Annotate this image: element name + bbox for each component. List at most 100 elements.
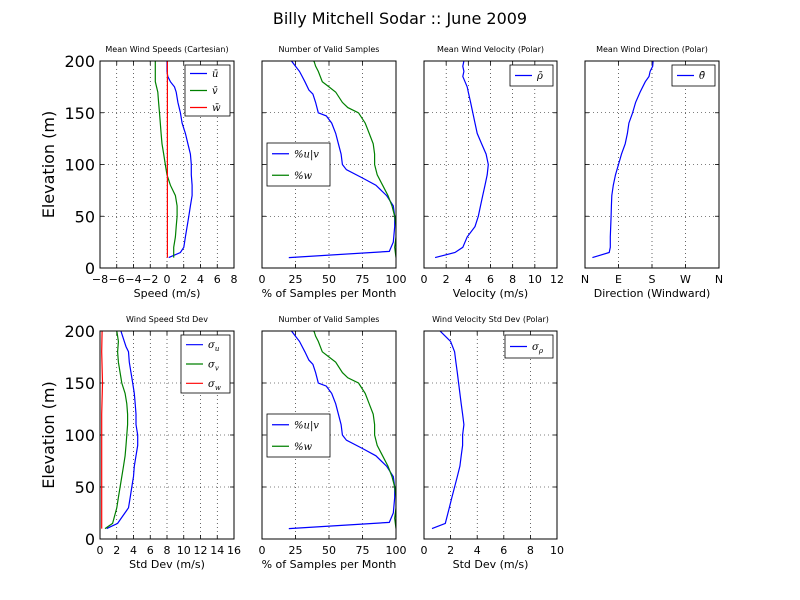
x-tick-label: 8: [164, 544, 171, 557]
x-tick-label: N: [715, 273, 723, 286]
legend-label: ū: [212, 69, 218, 80]
series-line: [106, 331, 139, 530]
axes-frame: [584, 60, 720, 269]
x-tick-label: 4: [130, 544, 137, 557]
subplot-title: Mean Wind Speeds (Cartesian): [105, 45, 228, 54]
legend: %u|v %w: [266, 413, 331, 458]
subplot-p3: 0 2 4 6 8 10 12 Mean Wind Velocity (Polar) Veloc…: [421, 45, 565, 300]
subplot-p7: 0 2 4 6 8 10 Wind Velocity Std Dev (Polar) Std …: [421, 315, 565, 571]
y-tick-label: 200: [64, 322, 95, 341]
x-tick-label: 50: [322, 544, 336, 557]
x-axis-label: Speed (m/s): [134, 287, 201, 300]
x-tick-label: 2: [443, 273, 450, 286]
x-tick-label: 14: [210, 544, 224, 557]
y-tick-label: 50: [75, 207, 95, 226]
y-tick-label: 0: [85, 259, 95, 278]
series-line: [431, 331, 465, 530]
x-tick-label: S: [649, 273, 656, 286]
figure-title: Billy Mitchell Sodar :: June 2009: [273, 9, 527, 28]
x-tick-label: −6: [109, 273, 125, 286]
axes-frame: [423, 330, 558, 540]
legend-label: ρ̄: [536, 71, 543, 82]
x-tick-label: 6: [500, 544, 507, 557]
x-tick-label: −4: [125, 273, 141, 286]
x-tick-label: 100: [386, 544, 407, 557]
x-tick-label: 12: [194, 544, 208, 557]
x-tick-label: 10: [177, 544, 191, 557]
x-tick-label: 4: [474, 544, 481, 557]
legend-box: [266, 413, 331, 458]
x-axis-label: Direction (Windward): [594, 287, 710, 300]
x-tick-label: 2: [180, 273, 187, 286]
x-tick-label: 10: [550, 544, 564, 557]
legend: ū v̄ w̄: [184, 64, 231, 117]
legend-label: θ̄: [699, 71, 705, 82]
axes-frame: [261, 330, 397, 540]
x-tick-label: 50: [322, 273, 336, 286]
series-line: [104, 331, 129, 530]
y-axis-label: Elevation (m): [39, 111, 58, 218]
legend-box: [504, 334, 554, 359]
x-tick-label: 0: [259, 273, 266, 286]
x-axis-label: % of Samples per Month: [262, 558, 397, 571]
series-line: [101, 331, 104, 529]
x-axis-label: Velocity (m/s): [453, 287, 528, 300]
x-tick-label: 75: [356, 544, 370, 557]
series-line: [592, 61, 654, 259]
x-tick-label: 12: [550, 273, 564, 286]
x-tick-label: 0: [421, 544, 428, 557]
subplot-p4: N E S W N Mean Wind Direction (Polar) Directio…: [581, 45, 723, 300]
x-tick-label: 0: [164, 273, 171, 286]
subplot-title: Wind Speed Std Dev: [126, 315, 208, 324]
series-line: [312, 61, 396, 258]
subplot-title: Number of Valid Samples: [279, 315, 380, 324]
x-tick-label: 75: [356, 273, 370, 286]
x-tick-label: 16: [227, 544, 241, 557]
axes-frame: [99, 330, 235, 540]
legend-label: %u|v: [294, 149, 319, 160]
subplot-title: Mean Wind Velocity (Polar): [437, 45, 544, 54]
axes-frame: [423, 60, 558, 269]
x-tick-label: 0: [259, 544, 266, 557]
subplot-title: Wind Velocity Std Dev (Polar): [432, 315, 549, 324]
x-tick-label: 8: [527, 544, 534, 557]
subplot-p2: 0 25 50 75 100 Number of Valid Samples % of Sa…: [259, 45, 407, 300]
axes-frame: [99, 60, 235, 269]
legend-box: [266, 142, 331, 187]
series-line: [434, 61, 489, 259]
series-line: [154, 61, 178, 258]
x-tick-label: 0: [421, 273, 428, 286]
legend-label: %w: [294, 171, 313, 182]
legend-label: σu: [208, 340, 220, 353]
series-line: [166, 61, 193, 259]
legend-label: σρ: [532, 342, 544, 355]
y-tick-label: 200: [64, 52, 95, 71]
legend-label: w̄: [212, 103, 221, 114]
x-tick-label: 0: [97, 544, 104, 557]
x-tick-label: 10: [528, 273, 542, 286]
x-tick-label: 6: [214, 273, 221, 286]
x-tick-label: −8: [92, 273, 108, 286]
y-tick-label: 100: [64, 156, 95, 175]
legend: ρ̄: [509, 64, 554, 87]
axes-frame: [261, 60, 397, 269]
x-tick-label: 8: [509, 273, 516, 286]
x-tick-label: E: [615, 273, 622, 286]
y-tick-label: 50: [75, 478, 95, 497]
x-tick-label: 2: [113, 544, 120, 557]
x-axis-label: Std Dev (m/s): [453, 558, 529, 571]
legend: σρ: [504, 334, 554, 359]
y-tick-label: 150: [64, 104, 95, 123]
legend: θ̄: [671, 64, 716, 87]
x-tick-label: 2: [447, 544, 454, 557]
x-tick-label: 25: [289, 544, 303, 557]
legend-label: v̄: [212, 86, 218, 97]
series-line: [312, 331, 396, 529]
x-tick-label: −2: [142, 273, 158, 286]
x-tick-label: 100: [386, 273, 407, 286]
